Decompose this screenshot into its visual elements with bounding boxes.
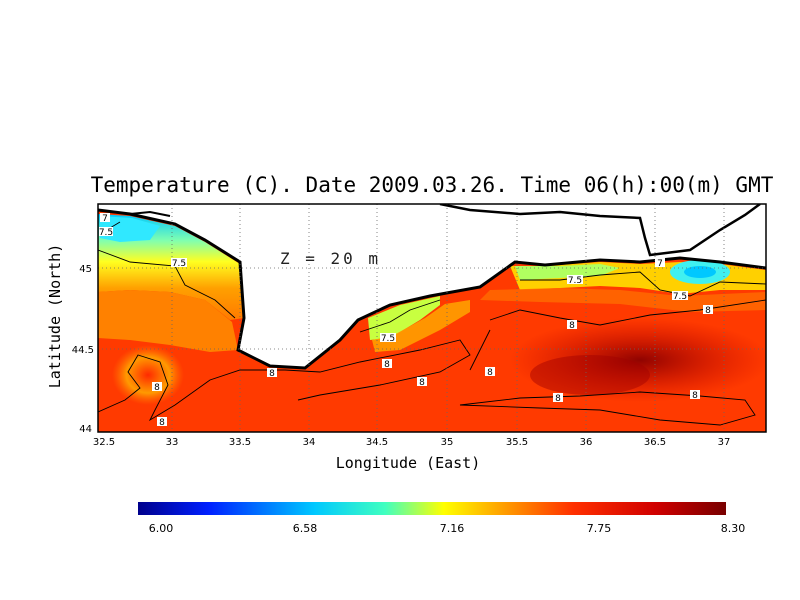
- colorbar-tick: 6.00: [149, 522, 174, 535]
- y-tick-label: 44: [79, 424, 92, 435]
- y-axis: 44 44.5 45: [72, 264, 94, 435]
- contour-label: 8: [555, 394, 561, 404]
- colorbar: 6.00 6.58 7.16 7.75 8.30: [138, 502, 745, 535]
- y-tick-label: 44.5: [72, 345, 94, 356]
- x-tick-label: 33: [166, 437, 179, 448]
- grid-lines: [98, 204, 766, 432]
- colorbar-tick: 7.75: [587, 522, 612, 535]
- contour-label: 7.5: [172, 259, 186, 269]
- colorbar-gradient: [138, 502, 726, 515]
- contour-label: 7.5: [568, 276, 582, 286]
- y-axis-label: Latitude (North): [46, 244, 64, 389]
- contour-label: 8: [154, 383, 160, 393]
- x-tick-label: 36.5: [644, 437, 666, 448]
- central-coastal-band: [368, 296, 440, 340]
- contour-label: 8: [569, 321, 575, 331]
- x-tick-label: 34.5: [366, 437, 388, 448]
- colorbar-tick: 8.30: [721, 522, 746, 535]
- contour-label: 8: [487, 368, 493, 378]
- depth-annotation: Z = 20 m: [280, 249, 381, 268]
- x-tick-label: 32.5: [93, 437, 115, 448]
- eddy-feature: [112, 345, 184, 405]
- contour-label: 8: [419, 378, 425, 388]
- west-cyan-patch: [100, 216, 160, 242]
- x-axis-label: Longitude (East): [336, 454, 481, 472]
- y-tick-label: 45: [79, 264, 92, 275]
- contour-label: 8: [705, 306, 711, 316]
- x-tick-label: 34: [303, 437, 316, 448]
- crimea-land: [98, 204, 766, 368]
- contour-labels: 7 7.5 7.5 7.5 8 8 8 8 8 8 8 8 8 7 7.5 7.…: [99, 213, 713, 428]
- coastline: [98, 208, 766, 370]
- plot-frame: [97, 203, 767, 433]
- contour-label: 8: [692, 391, 698, 401]
- hot-core: [510, 318, 766, 402]
- map-field: [98, 204, 766, 432]
- contour-label: 8: [159, 418, 165, 428]
- colorbar-tick: 7.16: [440, 522, 465, 535]
- contour-label: 7: [657, 259, 663, 269]
- contour-label: 7.5: [381, 334, 395, 344]
- x-axis: 32.5 33 33.5 34 34.5 35 35.5 36 36.5 37: [93, 437, 731, 448]
- azov-outline: [439, 204, 761, 257]
- x-tick-label: 33.5: [229, 437, 251, 448]
- contour-label: 7.5: [673, 292, 687, 302]
- contour-label: 7: [102, 214, 108, 224]
- contour-label: 7.5: [99, 228, 113, 238]
- chart-title: Temperature (C). Date 2009.03.26. Time 0…: [91, 173, 774, 197]
- x-tick-label: 37: [718, 437, 731, 448]
- contour-lines: [98, 221, 766, 426]
- x-tick-label: 36: [580, 437, 593, 448]
- colorbar-tick: 6.58: [293, 522, 318, 535]
- contour-label: 8: [269, 369, 275, 379]
- contour-label: 8: [384, 360, 390, 370]
- x-tick-label: 35.5: [506, 437, 528, 448]
- x-tick-label: 35: [441, 437, 454, 448]
